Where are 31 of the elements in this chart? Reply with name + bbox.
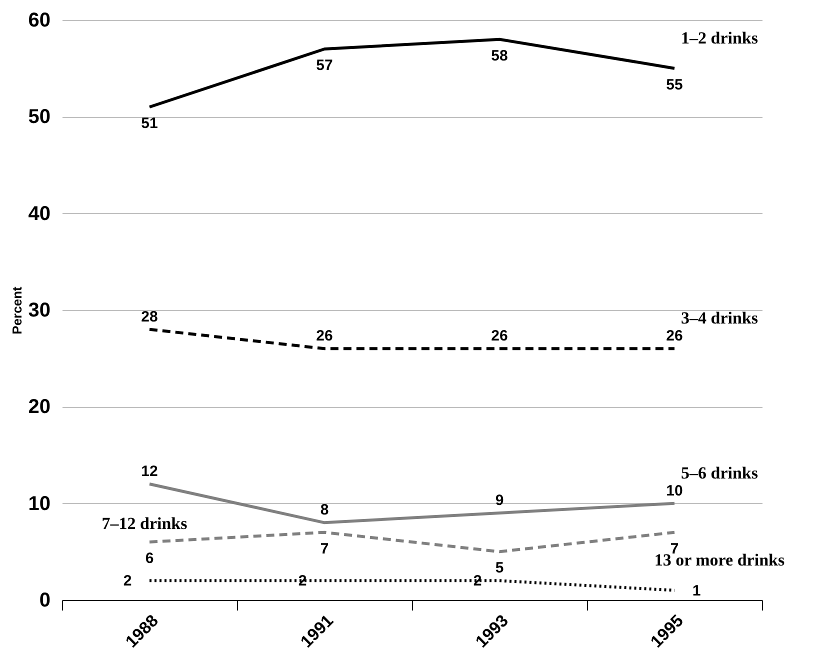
data-label: 51 <box>141 115 158 132</box>
data-label: 57 <box>316 57 333 74</box>
y-tick-label: 50 <box>28 106 50 128</box>
data-label: 55 <box>666 76 683 94</box>
data-label: 10 <box>666 482 683 500</box>
series-label: 1–2 drinks <box>681 28 758 48</box>
y-tick-label: 20 <box>28 396 50 418</box>
data-label: 9 <box>495 492 504 509</box>
data-label: 2 <box>473 572 482 590</box>
data-label: 26 <box>491 328 508 345</box>
data-label: 28 <box>141 308 158 326</box>
data-label: 26 <box>666 328 683 345</box>
y-tick-label: 60 <box>28 10 50 32</box>
data-label: 1 <box>692 582 701 600</box>
data-label: 7 <box>320 540 329 558</box>
y-tick-label: 30 <box>28 300 50 322</box>
data-label: 6 <box>145 550 154 567</box>
y-tick-label: 0 <box>39 590 50 612</box>
series-label: 7–12 drinks <box>102 514 188 533</box>
data-label: 5 <box>495 560 504 577</box>
data-label: 26 <box>316 328 333 345</box>
series-label: 5–6 drinks <box>681 463 758 482</box>
data-label: 2 <box>123 572 132 590</box>
data-label: 12 <box>141 463 158 480</box>
data-label: 2 <box>298 572 307 590</box>
series-label: 3–4 drinks <box>681 308 758 328</box>
y-axis-title: Percent <box>9 286 24 334</box>
y-tick-label: 40 <box>28 202 50 225</box>
data-label: 8 <box>320 502 329 519</box>
y-tick-label: 10 <box>28 492 50 515</box>
data-label: 58 <box>491 47 508 64</box>
